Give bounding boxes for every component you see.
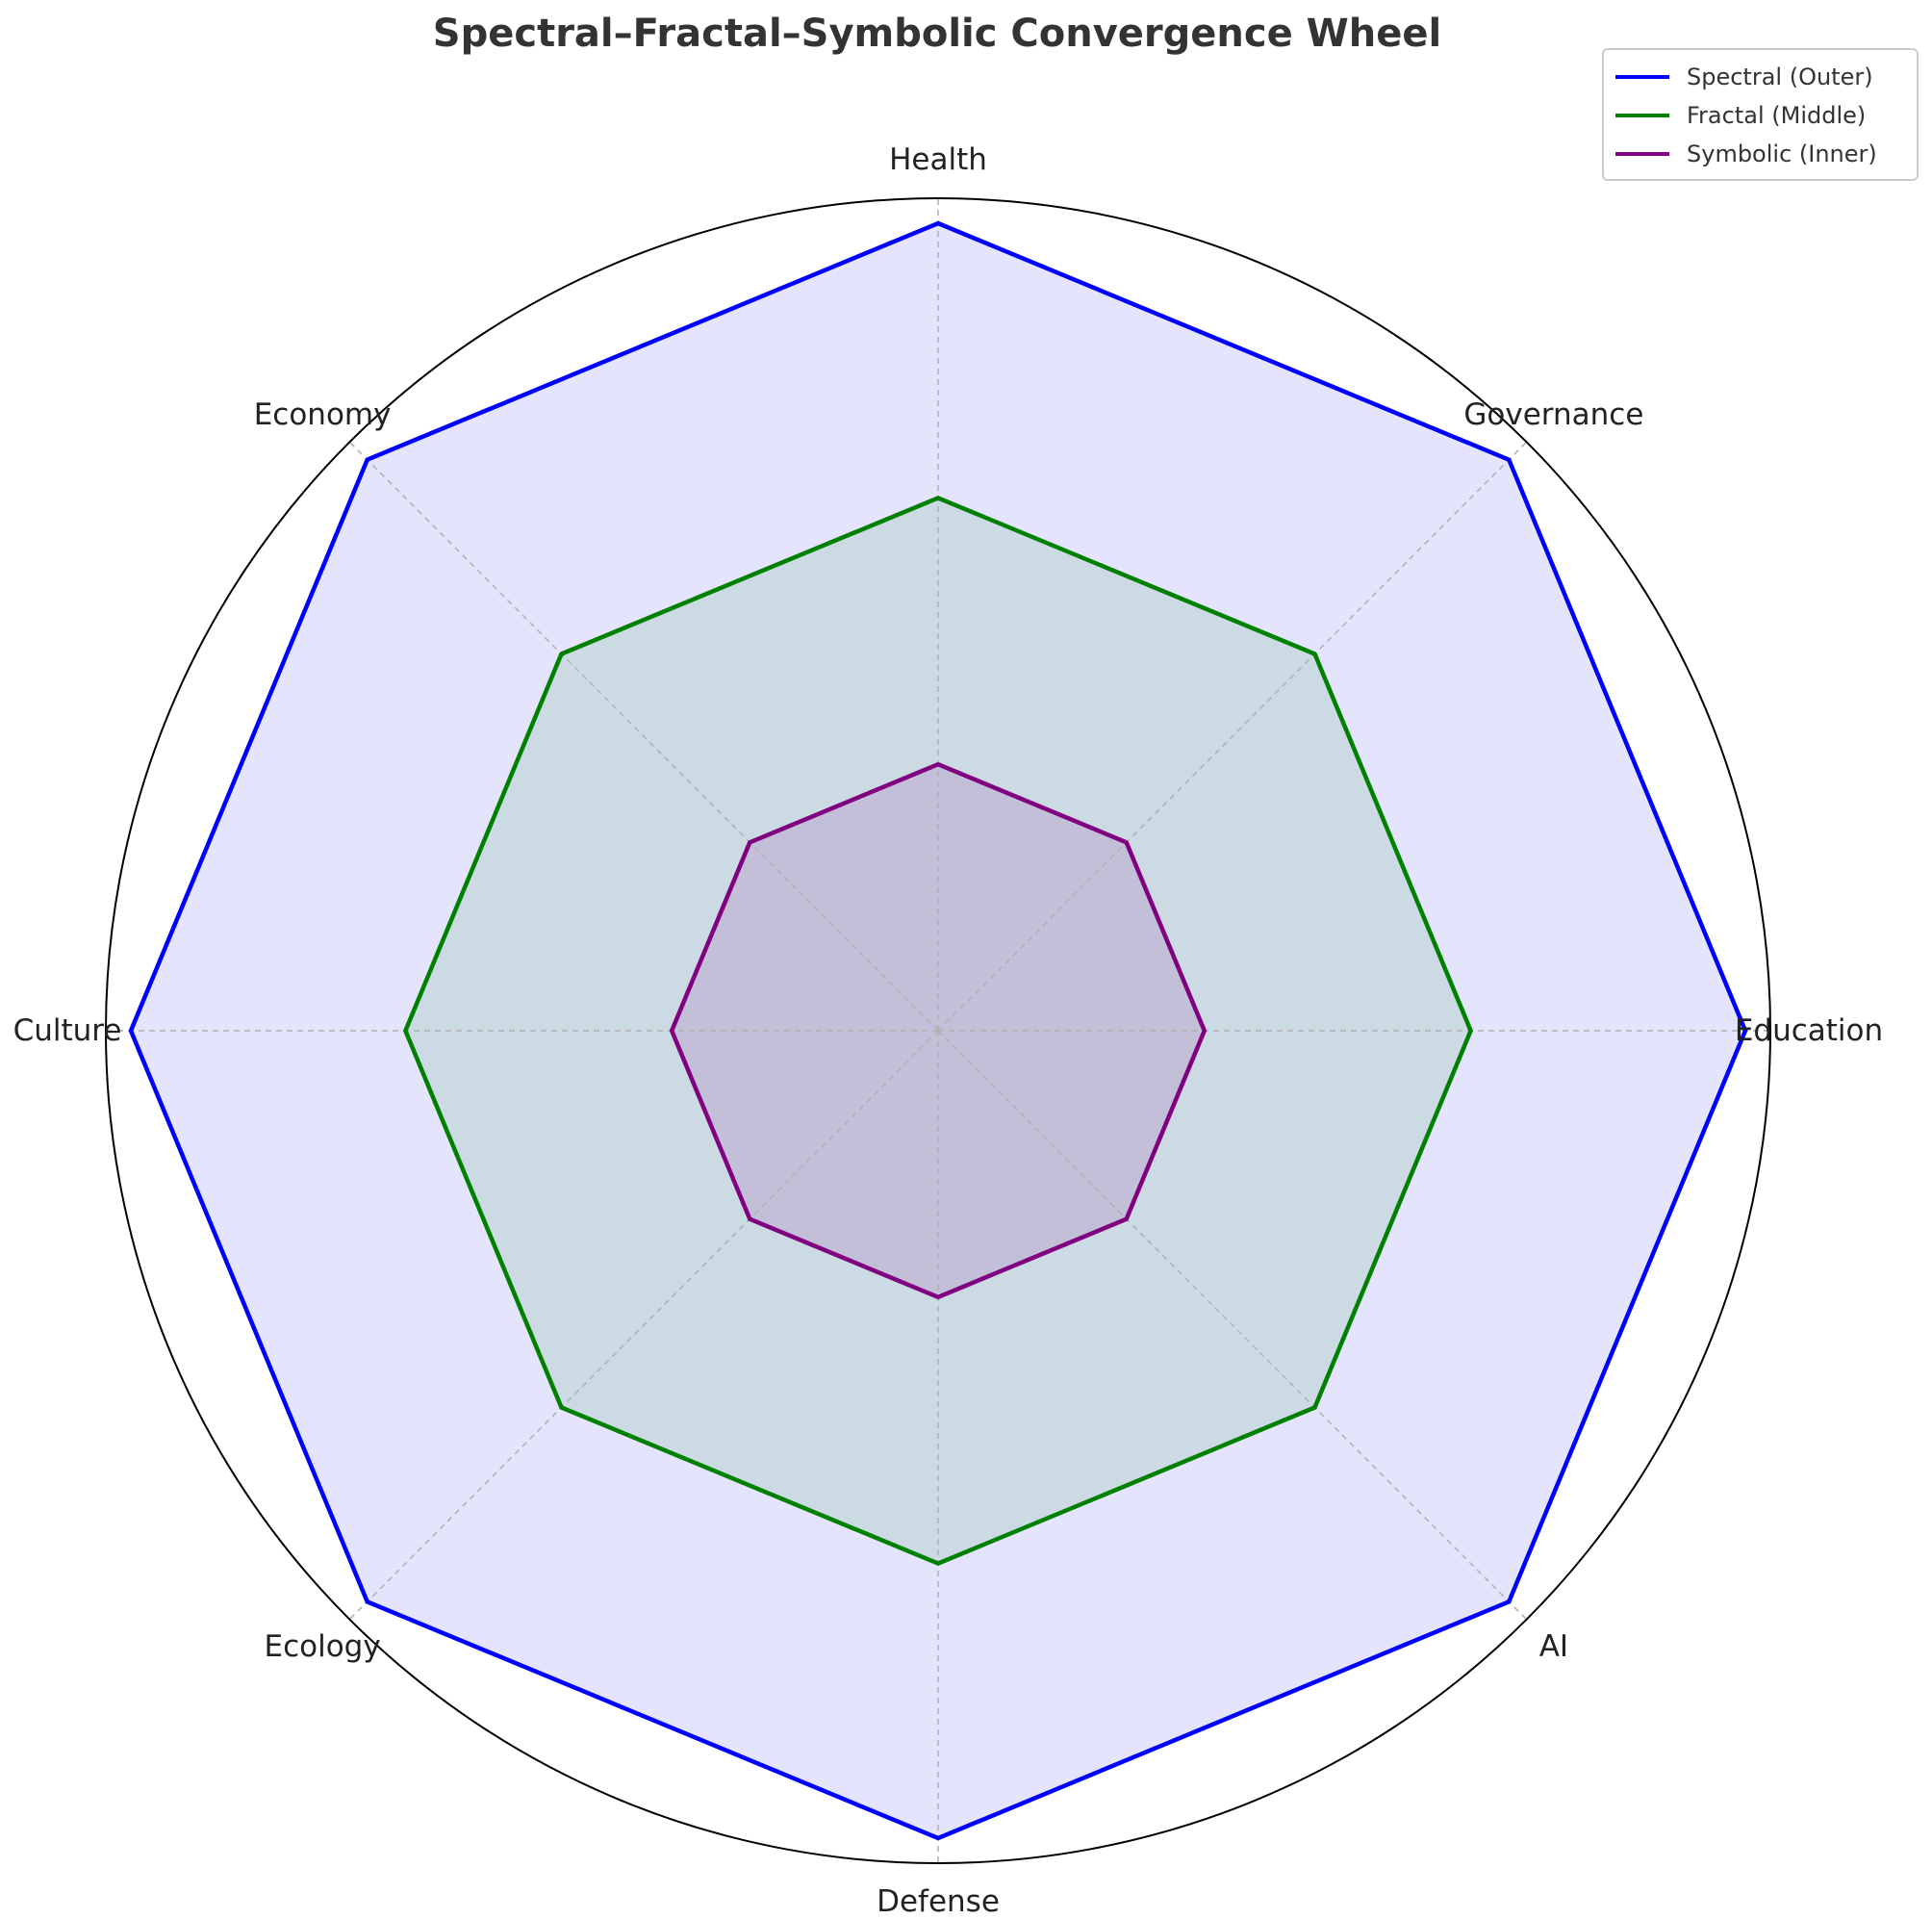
legend-swatch (1615, 152, 1669, 156)
legend-item: Spectral (Outer) (1615, 58, 1907, 96)
chart-title: Spectral–Fractal–Symbolic Convergence Wh… (432, 12, 1442, 56)
axis-label-governance: Governance (1463, 397, 1643, 432)
legend-item: Symbolic (Inner) (1615, 135, 1907, 173)
series-lines (128, 220, 1748, 1841)
legend-swatch (1615, 114, 1669, 117)
radial-grid (105, 197, 1771, 1864)
spoke-line (937, 1030, 1528, 1621)
spoke-line (348, 441, 939, 1032)
spoke-line (348, 1030, 939, 1621)
axis-label-ai: AI (1539, 1629, 1568, 1664)
axis-label-economy: Economy (254, 397, 392, 432)
axis-label-ecology: Ecology (264, 1629, 380, 1664)
axis-label-culture: Culture (13, 1013, 122, 1048)
series-line-2 (669, 761, 1208, 1300)
legend: Spectral (Outer) Fractal (Middle) Symbolic… (1602, 48, 1919, 181)
legend-label: Symbolic (Inner) (1687, 141, 1877, 167)
series-line-0 (128, 220, 1748, 1841)
legend-swatch (1615, 75, 1669, 79)
axis-label-health: Health (889, 142, 987, 177)
series-line-1 (402, 495, 1474, 1567)
axis-labels: Health Governance Education AI Defense Ecolog… (13, 142, 1884, 1919)
axis-label-education: Education (1735, 1013, 1883, 1048)
outer-circle (105, 197, 1771, 1864)
spoke-line (937, 441, 1528, 1032)
legend-item: Fractal (Middle) (1615, 96, 1907, 135)
legend-label: Spectral (Outer) (1687, 64, 1873, 90)
legend-label: Fractal (Middle) (1687, 102, 1867, 129)
axis-label-defense: Defense (877, 1884, 1000, 1919)
